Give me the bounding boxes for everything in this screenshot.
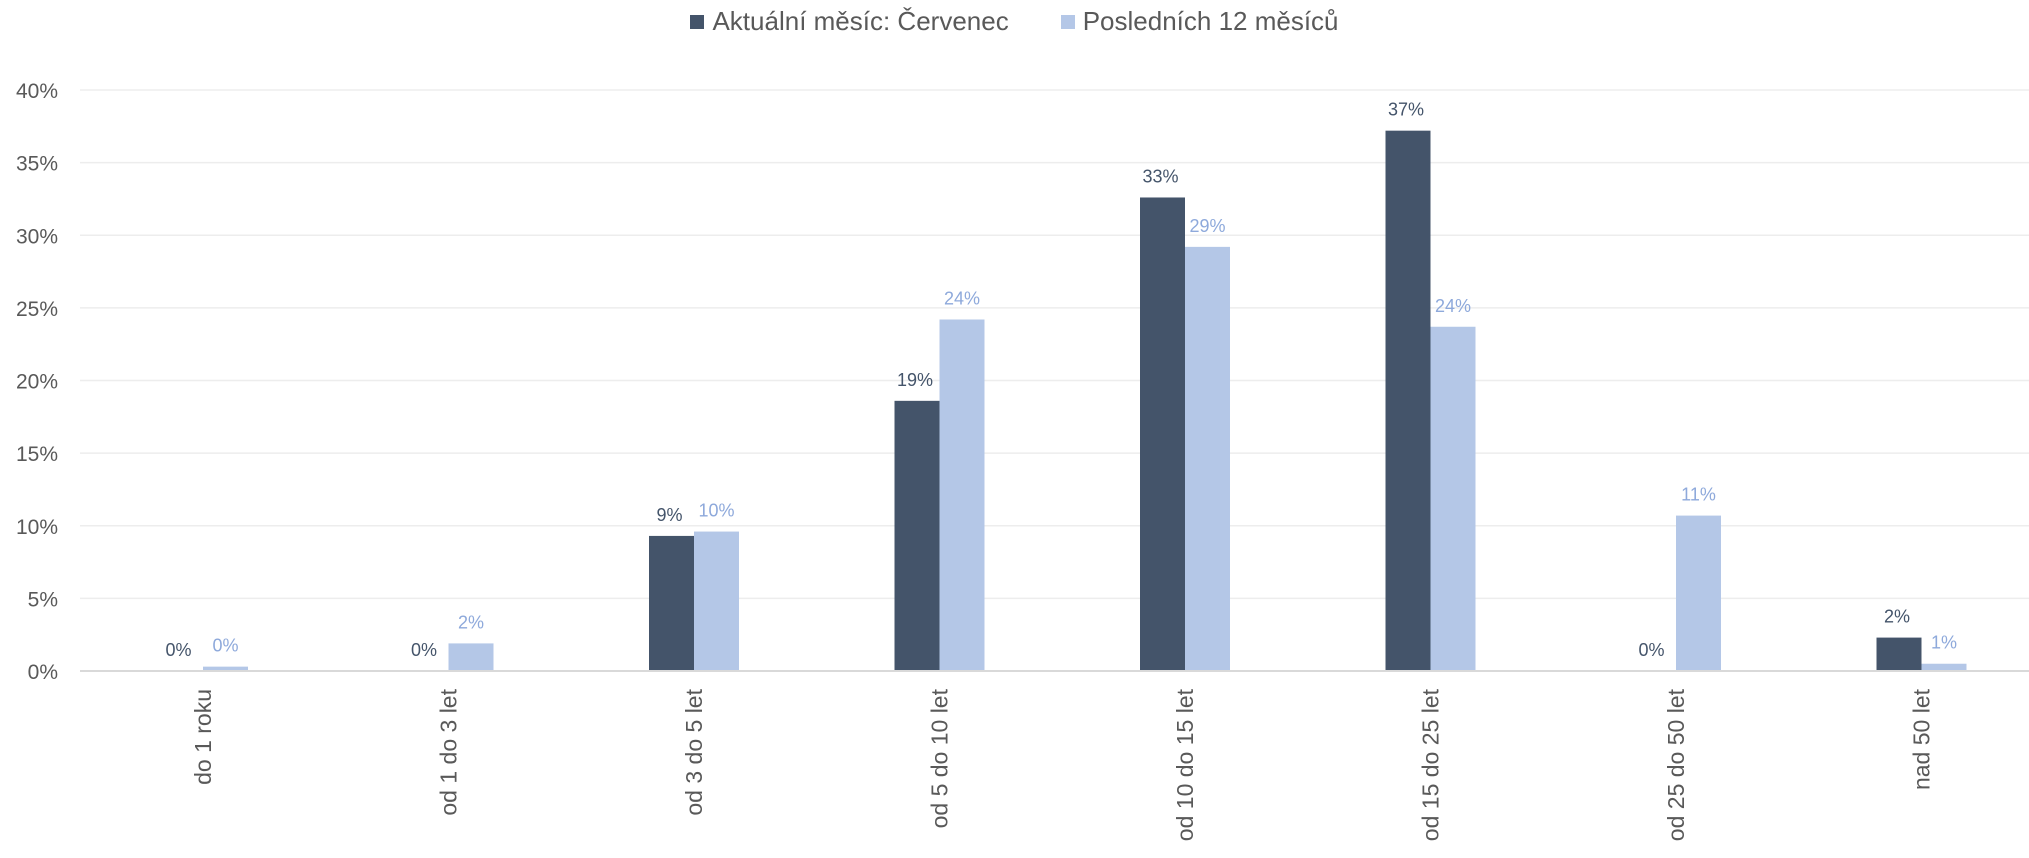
data-label: 1% [1931,633,1957,653]
legend-label-last-12-months: Posledních 12 měsíců [1082,6,1339,36]
y-tick-label: 40% [16,80,58,103]
data-label: 9% [656,505,682,525]
data-label: 24% [944,288,980,308]
x-tick-label: od 15 do 25 let [1418,688,1444,841]
legend-item-last-12-months: Posledních 12 měsíců [1060,6,1339,37]
legend-swatch-last-12-months [1060,14,1075,29]
data-label: 11% [1681,485,1716,505]
legend-label-current-month: Aktuální měsíc: Červenec [712,6,1009,36]
y-tick-label: 20% [16,371,58,394]
data-label: 37% [1388,100,1424,120]
legend-swatch-current-month [690,14,705,29]
data-label: 2% [1884,607,1910,627]
data-label: 24% [1435,296,1471,316]
bar-last-12-months [1676,515,1721,671]
data-label: 2% [458,612,484,632]
bar-last-12-months [203,666,248,671]
legend-item-current-month: Aktuální měsíc: Červenec [690,6,1009,37]
bar-last-12-months [939,319,985,671]
bar-last-12-months [1921,663,1967,671]
data-label: 0% [411,640,437,660]
data-label: 0% [165,640,191,660]
y-tick-label: 35% [16,153,58,176]
bar-last-12-months [1185,246,1230,671]
legend: Aktuální měsíc: Červenec Posledních 12 m… [0,6,2029,37]
bar-last-12-months [448,643,494,671]
x-tick-label: do 1 roku [190,689,216,785]
data-label: 33% [1142,166,1178,186]
x-tick-label: nad 50 let [1909,688,1935,790]
y-tick-label: 10% [16,516,58,539]
bar-current-month [894,400,940,671]
data-label: 19% [897,370,933,390]
y-tick-label: 0% [28,661,58,684]
bar-last-12-months [694,531,739,671]
bar-current-month [1876,637,1922,671]
data-label: 0% [1638,640,1664,660]
x-tick-label: od 1 do 3 let [436,688,462,815]
y-tick-label: 5% [28,588,58,611]
y-tick-label: 30% [16,225,58,248]
x-tick-label: od 3 do 5 let [681,688,707,815]
data-label: 29% [1189,216,1225,236]
x-tick-label: od 25 do 50 let [1663,688,1689,841]
y-tick-label: 15% [16,443,58,466]
x-tick-label: od 5 do 10 let [927,688,953,828]
y-tick-label: 25% [16,298,58,321]
x-tick-label: od 10 do 15 let [1172,688,1198,841]
data-label: 10% [698,501,734,521]
bar-current-month [1385,130,1431,672]
data-label: 0% [212,636,238,656]
bar-last-12-months [1430,326,1476,671]
bar-current-month [649,535,694,671]
bar-current-month [1140,197,1185,672]
